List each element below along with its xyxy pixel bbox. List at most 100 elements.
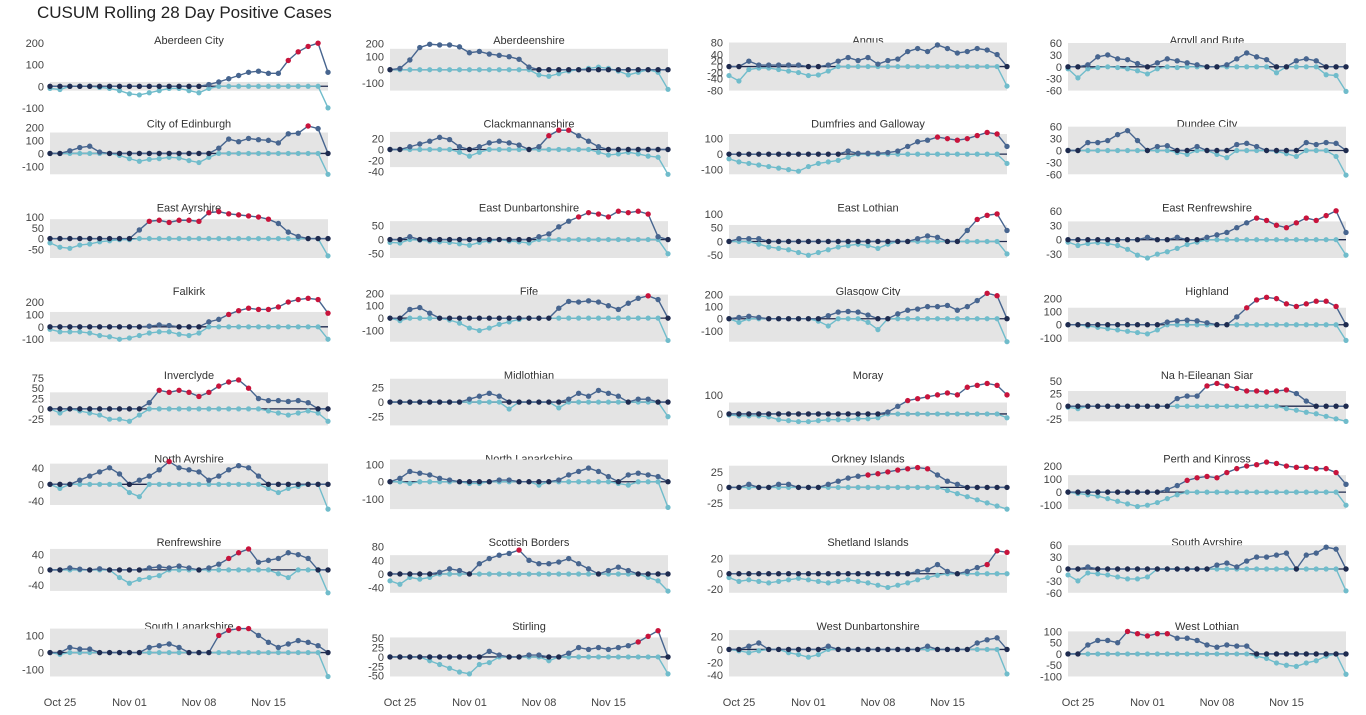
lower-cusum-point: [1254, 64, 1260, 70]
lower-cusum-point: [556, 405, 562, 411]
upper-cusum-point: [476, 561, 483, 567]
upper-cusum-point: [865, 411, 871, 417]
upper-cusum-alarm-point: [984, 561, 990, 568]
upper-cusum-point: [1204, 147, 1210, 154]
upper-cusum-point: [546, 561, 552, 567]
y-tick-label: 100: [705, 302, 723, 314]
upper-cusum-point: [466, 479, 473, 485]
lower-cusum-point: [585, 399, 592, 405]
lower-cusum-point: [397, 581, 403, 587]
upper-cusum-point: [805, 63, 812, 70]
upper-cusum-point: [885, 149, 891, 156]
upper-cusum-alarm-point: [1263, 389, 1270, 395]
lower-cusum-point: [1154, 147, 1160, 154]
lower-cusum-point: [776, 245, 782, 251]
lower-cusum-point: [1323, 147, 1329, 154]
upper-cusum-point: [87, 235, 93, 242]
lower-cusum-point: [1174, 403, 1180, 409]
y-tick-label: 0: [1056, 235, 1062, 247]
lower-cusum-point: [855, 316, 861, 322]
lower-cusum-point: [1214, 151, 1220, 158]
upper-cusum-point: [1134, 403, 1141, 409]
y-tick-label: 40: [32, 550, 44, 562]
upper-cusum-point: [1263, 651, 1270, 657]
upper-cusum-point: [255, 473, 262, 479]
upper-cusum-point: [496, 52, 502, 59]
upper-cusum-point: [1065, 237, 1071, 243]
upper-cusum-point: [486, 479, 492, 485]
upper-cusum-point: [255, 395, 262, 402]
lower-cusum-point: [805, 72, 812, 79]
upper-cusum-point: [116, 235, 123, 242]
lower-cusum-point: [226, 406, 232, 412]
y-tick-label: -100: [22, 103, 44, 115]
lower-cusum-point: [855, 63, 861, 70]
upper-cusum-point: [655, 473, 661, 480]
upper-cusum-point: [57, 324, 63, 330]
upper-cusum-point: [1105, 489, 1111, 495]
upper-cusum-point: [795, 646, 802, 653]
upper-cusum-point: [305, 235, 311, 242]
upper-cusum-point: [944, 646, 951, 653]
upper-cusum-point: [924, 48, 931, 55]
lower-cusum-point: [437, 67, 443, 73]
y-tick-label: 100: [705, 209, 723, 221]
upper-cusum-point: [845, 54, 851, 61]
y-tick-label: 40: [711, 50, 723, 62]
upper-cusum-alarm-point: [1303, 301, 1309, 307]
lower-cusum-point: [206, 154, 212, 160]
upper-cusum-point: [536, 234, 542, 240]
upper-cusum-point: [87, 406, 93, 412]
upper-cusum-point: [67, 148, 73, 154]
upper-cusum-point: [746, 313, 752, 319]
upper-cusum-point: [126, 150, 133, 157]
lower-cusum-point: [486, 571, 492, 577]
y-tick-label: 100: [26, 309, 44, 321]
lower-cusum-point: [1095, 651, 1101, 657]
upper-cusum-point: [845, 571, 851, 577]
lower-cusum-point: [645, 236, 651, 243]
lower-cusum-point: [1303, 64, 1309, 70]
y-tick-label: -50: [368, 249, 384, 261]
upper-cusum-point: [1124, 237, 1131, 243]
lower-cusum-point: [255, 150, 262, 157]
upper-cusum-point: [815, 238, 822, 245]
lower-cusum-point: [934, 484, 941, 490]
upper-cusum-point: [1134, 489, 1141, 495]
upper-cusum-point: [87, 473, 93, 479]
upper-cusum-point: [635, 470, 641, 476]
lower-cusum-point: [506, 406, 512, 412]
upper-cusum-point: [756, 571, 762, 577]
lower-cusum-point: [1164, 651, 1170, 657]
upper-cusum-point: [1273, 651, 1280, 657]
lower-cusum-point: [87, 481, 93, 487]
y-tick-label: 20: [711, 553, 723, 565]
lower-cusum-point: [245, 406, 252, 412]
upper-cusum-point: [126, 481, 133, 487]
lower-cusum-point: [1343, 502, 1349, 508]
upper-cusum-point: [255, 68, 262, 74]
lower-cusum-point: [156, 649, 162, 656]
lower-cusum-point: [245, 567, 252, 573]
upper-cusum-alarm-point: [865, 472, 871, 478]
upper-cusum-point: [466, 315, 473, 321]
upper-cusum-alarm-point: [226, 211, 232, 217]
y-tick-label: 0: [38, 404, 44, 416]
lower-cusum-point: [974, 571, 980, 577]
lower-cusum-point: [835, 63, 841, 70]
upper-cusum-point: [845, 646, 851, 653]
upper-cusum-alarm-point: [1164, 630, 1170, 637]
upper-cusum-point: [1313, 403, 1319, 409]
lower-cusum-point: [845, 577, 851, 583]
upper-cusum-point: [766, 316, 772, 322]
upper-cusum-point: [726, 63, 732, 70]
lower-cusum-point: [944, 151, 951, 157]
lower-cusum-point: [1293, 153, 1299, 160]
upper-cusum-point: [934, 42, 941, 48]
lower-cusum-point: [635, 315, 641, 321]
upper-cusum-point: [615, 479, 622, 485]
upper-cusum-point: [186, 649, 192, 656]
